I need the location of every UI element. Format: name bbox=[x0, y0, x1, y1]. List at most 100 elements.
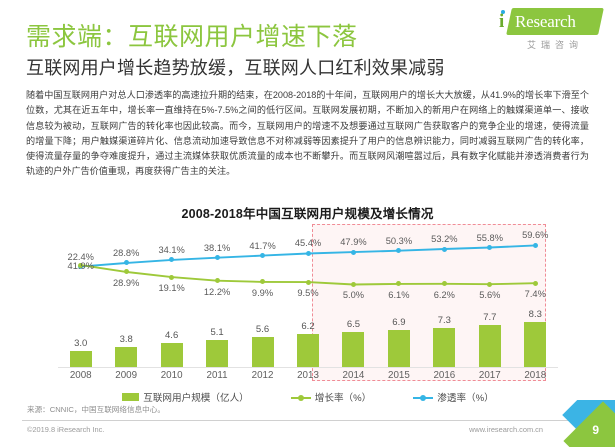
chart-bar bbox=[387, 329, 410, 368]
bar-value-label: 7.3 bbox=[437, 314, 451, 326]
logo-i-dot-icon bbox=[501, 10, 505, 14]
chart-data-point bbox=[305, 250, 311, 256]
chart-data-point bbox=[396, 248, 402, 254]
chart-data-point bbox=[532, 242, 538, 248]
line-value-label: 41.9% bbox=[67, 261, 94, 272]
x-axis-tick-label: 2008 bbox=[69, 370, 92, 381]
line-value-label: 9.9% bbox=[251, 287, 274, 298]
line-value-label: 59.6% bbox=[522, 230, 549, 241]
line-value-label: 41.7% bbox=[249, 240, 276, 251]
bar-value-label: 6.5 bbox=[346, 318, 361, 330]
chart-data-point bbox=[214, 255, 220, 261]
line-value-label: 9.5% bbox=[297, 288, 319, 299]
page-subtitle: 互联网用户增长趋势放缓，互联网人口红利效果减弱 bbox=[26, 58, 445, 78]
page-number: 9 bbox=[592, 423, 599, 437]
bar-value-label: 5.1 bbox=[210, 326, 224, 338]
chart-data-point bbox=[396, 281, 402, 287]
x-axis-tick-label: 2018 bbox=[524, 370, 547, 381]
corner-decoration bbox=[551, 400, 615, 447]
chart-data-point bbox=[260, 279, 266, 285]
x-axis-line bbox=[58, 367, 558, 368]
chart-plot: 3.0 3.8 4.6 5.1 5.6 6.2 6.5 6.9 7.3 7.7 8.3 22.4% 28… bbox=[58, 222, 558, 381]
logo-wordmark: Research bbox=[515, 12, 576, 31]
body-paragraph: 随着中国互联网用户对总人口渗透率的高速拉升期的结束，在2008-2018的十年间… bbox=[26, 90, 589, 177]
chart-bar bbox=[206, 339, 229, 368]
page-title: 需求端：互联网用户增速下落 bbox=[26, 23, 358, 51]
chart-bar bbox=[433, 327, 456, 368]
legend-line-icon bbox=[290, 394, 311, 401]
x-axis-tick-label: 2012 bbox=[251, 370, 274, 381]
line-value-label: 6.2% bbox=[433, 289, 455, 300]
x-axis-tick-label: 2009 bbox=[115, 370, 138, 381]
legend-label-scale: 互联网用户规模（亿人） bbox=[143, 393, 249, 404]
legend-label-growth: 增长率（%） bbox=[314, 393, 372, 404]
chart-container: 3.0 3.8 4.6 5.1 5.6 6.2 6.5 6.9 7.3 7.7 8.3 22.4% 28… bbox=[58, 222, 558, 404]
chart-data-point bbox=[169, 274, 175, 280]
chart-bar bbox=[342, 331, 365, 368]
line-value-label: 7.4% bbox=[524, 289, 546, 300]
x-axis-tick-label: 2011 bbox=[206, 370, 228, 381]
line-value-label: 12.2% bbox=[203, 286, 231, 297]
legend-line-icon bbox=[413, 394, 434, 401]
chart-bar bbox=[478, 325, 501, 368]
iresearch-logo: i Research 艾瑞咨询 bbox=[497, 8, 604, 54]
x-axis-tick-label: 2015 bbox=[388, 370, 410, 381]
line-value-label: 53.2% bbox=[431, 234, 458, 245]
legend-item-scale: 互联网用户规模（亿人） bbox=[122, 390, 249, 404]
logo-chinese-name: 艾瑞咨询 bbox=[526, 40, 583, 50]
chart-data-point bbox=[123, 269, 129, 275]
x-axis-tick-label: 2013 bbox=[297, 370, 319, 381]
line-value-label: 28.8% bbox=[112, 247, 140, 258]
line-value-label: 55.8% bbox=[476, 232, 503, 243]
legend-item-penetration: 渗透率（%） bbox=[413, 390, 494, 404]
bar-value-label: 6.9 bbox=[392, 316, 406, 328]
line-value-label: 47.9% bbox=[340, 237, 367, 248]
line-value-label: 6.1% bbox=[388, 289, 410, 300]
line-value-label: 34.1% bbox=[158, 244, 185, 255]
legend-label-penetration: 渗透率（%） bbox=[437, 393, 494, 404]
x-axis-tick-label: 2016 bbox=[433, 370, 456, 381]
bar-value-label: 7.7 bbox=[483, 312, 497, 324]
chart-data-point bbox=[123, 260, 129, 266]
chart-data-point bbox=[78, 262, 84, 268]
line-value-label: 22.4% bbox=[67, 251, 94, 262]
footer-divider bbox=[22, 420, 593, 421]
legend-swatch-icon bbox=[122, 393, 140, 401]
bar-value-label: 3.8 bbox=[119, 333, 133, 345]
bar-value-label: 6.2 bbox=[301, 320, 315, 332]
chart-data-point bbox=[350, 281, 356, 287]
x-axis-tick-label: 2017 bbox=[478, 370, 501, 381]
chart-legend: 互联网用户规模（亿人） 增长率（%） 渗透率（%） bbox=[58, 390, 558, 404]
copyright-text: ©2019.8 iResearch Inc. bbox=[27, 425, 105, 434]
line-value-label: 5.0% bbox=[342, 290, 365, 301]
website-url: www.iresearch.com.cn bbox=[469, 425, 543, 434]
chart-data-point bbox=[487, 281, 493, 287]
bar-value-label: 5.6 bbox=[255, 323, 270, 335]
bar-value-label: 4.6 bbox=[165, 329, 179, 341]
chart-bar bbox=[160, 342, 183, 368]
legend-item-growth: 增长率（%） bbox=[290, 390, 372, 404]
x-axis-labels: 2008 2009 2010 2011 2012 2013 2014 2015 2016 2017… bbox=[58, 370, 558, 386]
logo-letter-i: i bbox=[499, 11, 505, 32]
x-axis-tick-label: 2010 bbox=[160, 370, 183, 381]
chart-bar bbox=[251, 336, 274, 368]
logo-mark: i Research bbox=[497, 8, 604, 36]
chart-title: 2008-2018年中国互联网用户规模及增长情况 bbox=[181, 207, 434, 221]
chart-data-point bbox=[214, 278, 220, 284]
chart-data-point bbox=[532, 280, 538, 286]
chart-data-point bbox=[260, 253, 266, 259]
line-value-label: 19.1% bbox=[158, 283, 185, 294]
chart-data-point bbox=[441, 246, 447, 252]
line-value-label: 50.3% bbox=[385, 235, 413, 246]
line-value-label: 45.4% bbox=[294, 238, 322, 249]
chart-data-point bbox=[169, 257, 175, 263]
chart-bar bbox=[524, 322, 547, 368]
chart-bar bbox=[297, 333, 319, 368]
line-value-label: 28.9% bbox=[112, 277, 140, 288]
chart-data-point bbox=[441, 281, 447, 287]
chart-data-point bbox=[487, 245, 493, 251]
chart-bar bbox=[69, 351, 92, 368]
chart-data-point bbox=[305, 279, 311, 285]
line-value-label: 38.1% bbox=[203, 242, 231, 253]
